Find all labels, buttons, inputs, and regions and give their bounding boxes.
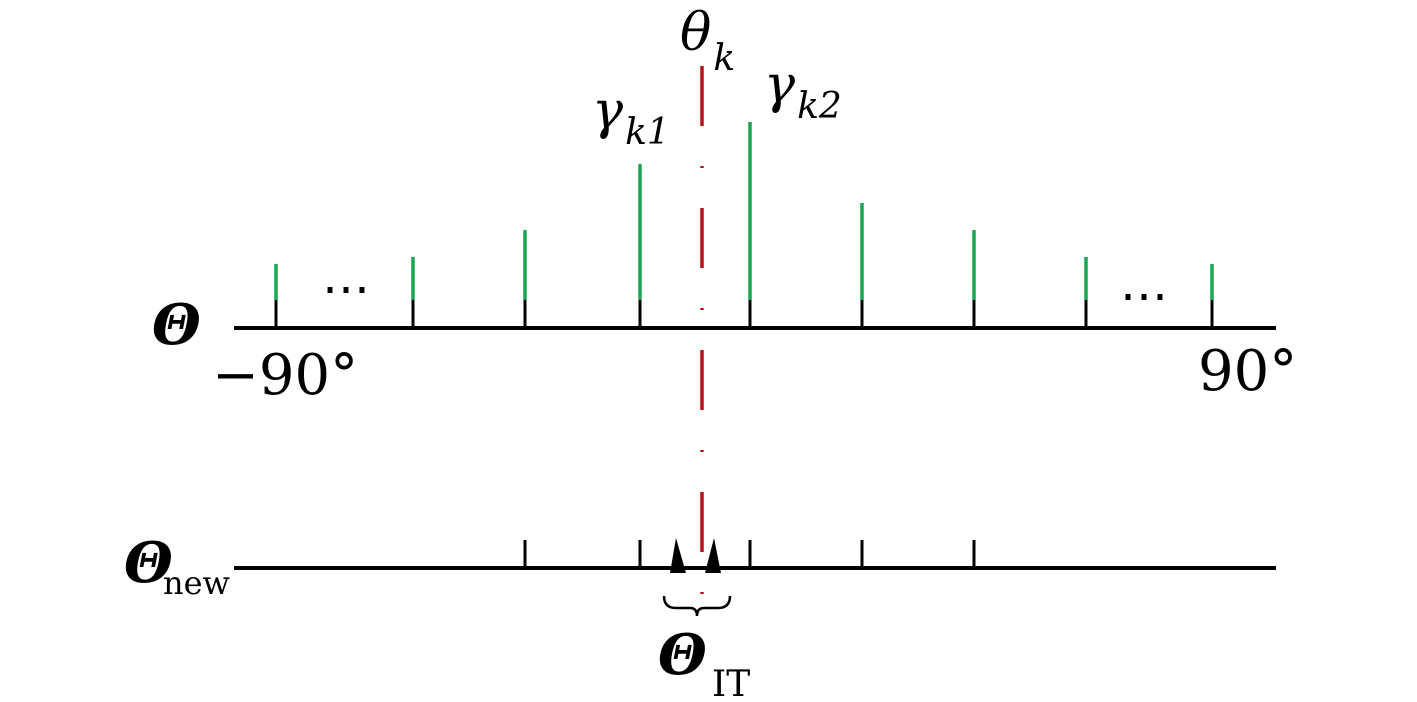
bottom-axis-ticks [523, 540, 976, 568]
gamma-k2-main: γ [764, 55, 796, 115]
it-symbol: Θ [658, 622, 707, 688]
gamma-k1-label: γk1 [592, 81, 670, 153]
bottom-axis-symbol: Θ [124, 530, 173, 596]
curly-brace [662, 595, 732, 617]
gamma-k1-sub: k1 [625, 112, 670, 153]
gamma-k1-main: γ [592, 81, 624, 141]
gamma-k2-sub: k2 [797, 86, 842, 127]
bottom-axis-subscript: new [163, 564, 230, 602]
right-end-label: 90° [1198, 339, 1297, 404]
ellipsis-left: ⋯ [322, 261, 370, 317]
green-stems [274, 122, 1214, 300]
theta-k-sub: k [713, 38, 735, 79]
triangle-marker-left [670, 538, 686, 573]
top-axis-symbol: Θ [152, 292, 201, 358]
left-end-label: −90° [212, 343, 358, 408]
ellipsis-right: ⋯ [1120, 268, 1168, 324]
gamma-k2-label: γk2 [764, 55, 842, 127]
theta-k-label: θk [680, 3, 735, 79]
triangle-marker-right [705, 538, 721, 573]
theta-k-main: θ [680, 3, 711, 63]
top-axis-ticks [274, 300, 1214, 328]
it-subscript: IT [712, 664, 750, 702]
